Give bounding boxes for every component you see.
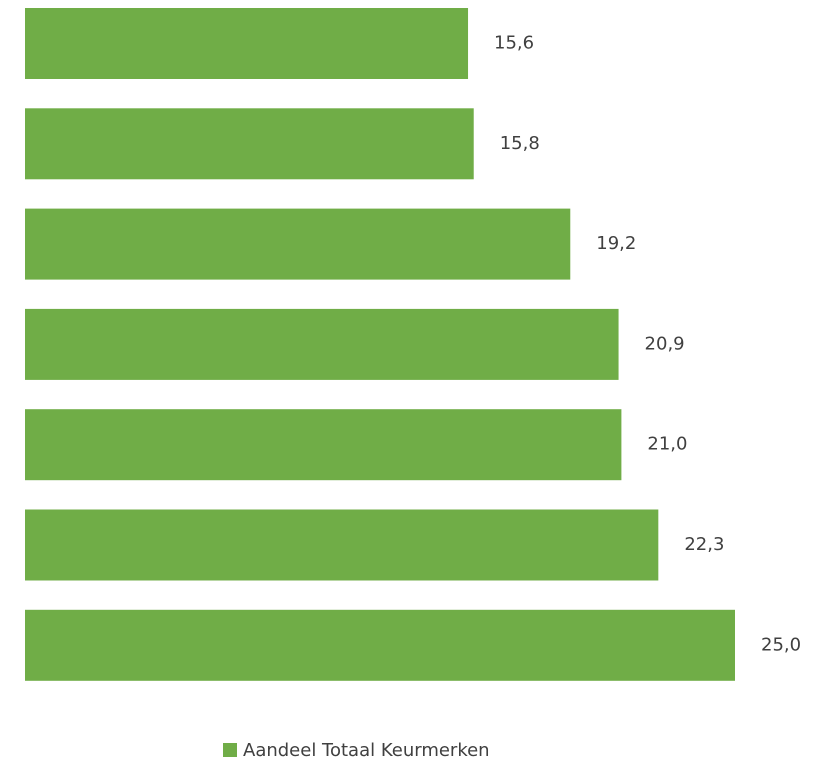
data-label: 15,6 (494, 33, 534, 54)
data-label: 22,3 (684, 534, 724, 555)
bar (25, 609, 735, 681)
bar (25, 208, 571, 280)
legend-swatch (223, 743, 237, 757)
data-label: 20,9 (645, 333, 685, 354)
data-label: 21,0 (647, 434, 687, 455)
bar (25, 8, 469, 79)
bar (25, 509, 659, 581)
bar (25, 409, 622, 481)
data-label: 15,8 (500, 133, 540, 154)
legend-label: Aandeel Totaal Keurmerken (243, 740, 490, 761)
bar (25, 108, 474, 180)
data-label: 19,2 (596, 233, 636, 254)
bar (25, 308, 619, 380)
data-label: 25,0 (761, 634, 801, 655)
